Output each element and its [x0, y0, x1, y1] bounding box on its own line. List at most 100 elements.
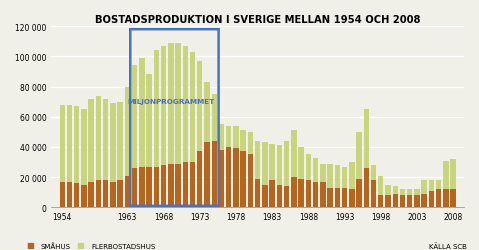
Bar: [190, 52, 195, 208]
Bar: [342, 188, 347, 208]
Bar: [139, 59, 145, 208]
Bar: [89, 99, 94, 208]
Bar: [371, 166, 376, 207]
Bar: [422, 194, 427, 207]
Bar: [190, 162, 195, 208]
Bar: [407, 196, 412, 207]
Bar: [240, 152, 246, 208]
Text: ■: ■: [26, 240, 34, 249]
Bar: [378, 176, 384, 208]
Bar: [147, 167, 152, 207]
Bar: [429, 191, 434, 208]
Bar: [364, 168, 369, 207]
Bar: [392, 194, 398, 207]
Bar: [67, 182, 72, 208]
Bar: [313, 158, 319, 208]
Bar: [248, 132, 253, 208]
Bar: [240, 131, 246, 208]
Bar: [400, 196, 405, 207]
Bar: [168, 44, 173, 207]
Bar: [349, 190, 354, 208]
Bar: [270, 144, 275, 208]
Bar: [233, 149, 239, 208]
Bar: [103, 99, 108, 208]
Bar: [117, 180, 123, 208]
Bar: [161, 46, 166, 207]
Bar: [298, 147, 304, 208]
Bar: [212, 95, 217, 208]
Bar: [255, 179, 261, 208]
Bar: [197, 152, 203, 208]
Bar: [212, 141, 217, 208]
Bar: [450, 160, 456, 208]
Bar: [255, 141, 261, 208]
Bar: [349, 162, 354, 208]
Bar: [342, 167, 347, 207]
Bar: [306, 155, 311, 208]
Bar: [262, 143, 268, 208]
Bar: [67, 105, 72, 208]
Text: ■: ■: [77, 240, 84, 249]
Bar: [422, 180, 427, 208]
Bar: [139, 167, 145, 207]
Bar: [59, 105, 65, 208]
Text: KÄLLA SCB: KÄLLA SCB: [429, 242, 467, 249]
Bar: [306, 180, 311, 208]
Bar: [74, 107, 80, 208]
Bar: [356, 132, 362, 208]
Bar: [154, 51, 159, 208]
Bar: [233, 126, 239, 208]
Bar: [436, 190, 441, 208]
Bar: [248, 155, 253, 208]
Bar: [277, 185, 282, 208]
Bar: [291, 131, 297, 208]
Bar: [270, 180, 275, 208]
Bar: [414, 190, 420, 208]
Bar: [298, 179, 304, 208]
Bar: [182, 162, 188, 208]
Bar: [277, 146, 282, 208]
Bar: [385, 185, 391, 208]
Bar: [219, 125, 224, 208]
Text: FLERBOSTADSHUS: FLERBOSTADSHUS: [91, 243, 155, 249]
Text: SMÅHUS: SMÅHUS: [41, 242, 71, 249]
Bar: [450, 190, 456, 208]
Bar: [378, 196, 384, 207]
Text: MILJONPROGRAMMET: MILJONPROGRAMMET: [127, 99, 215, 105]
Bar: [89, 182, 94, 208]
Title: BOSTADSPRODUKTION I SVERIGE MELLAN 1954 OCH 2008: BOSTADSPRODUKTION I SVERIGE MELLAN 1954 …: [95, 15, 421, 25]
Bar: [414, 196, 420, 207]
Bar: [335, 188, 340, 208]
Bar: [219, 150, 224, 208]
Bar: [429, 180, 434, 208]
Bar: [320, 164, 326, 208]
Bar: [443, 161, 449, 208]
Bar: [110, 182, 115, 208]
Bar: [443, 190, 449, 208]
Bar: [110, 104, 115, 208]
Bar: [356, 179, 362, 208]
Bar: [81, 185, 87, 208]
Bar: [284, 186, 289, 208]
Bar: [147, 75, 152, 207]
Bar: [175, 164, 181, 208]
Bar: [327, 164, 333, 208]
Bar: [74, 184, 80, 208]
Bar: [204, 83, 210, 208]
Bar: [132, 168, 137, 207]
Bar: [436, 180, 441, 208]
Bar: [154, 167, 159, 207]
Bar: [262, 185, 268, 208]
Bar: [327, 188, 333, 208]
Bar: [96, 180, 101, 208]
Bar: [182, 46, 188, 207]
Bar: [175, 44, 181, 207]
Bar: [371, 180, 376, 208]
Bar: [117, 102, 123, 208]
Bar: [392, 186, 398, 208]
Bar: [125, 176, 130, 208]
Bar: [400, 190, 405, 208]
Bar: [132, 66, 137, 208]
Bar: [96, 96, 101, 208]
Bar: [197, 62, 203, 208]
